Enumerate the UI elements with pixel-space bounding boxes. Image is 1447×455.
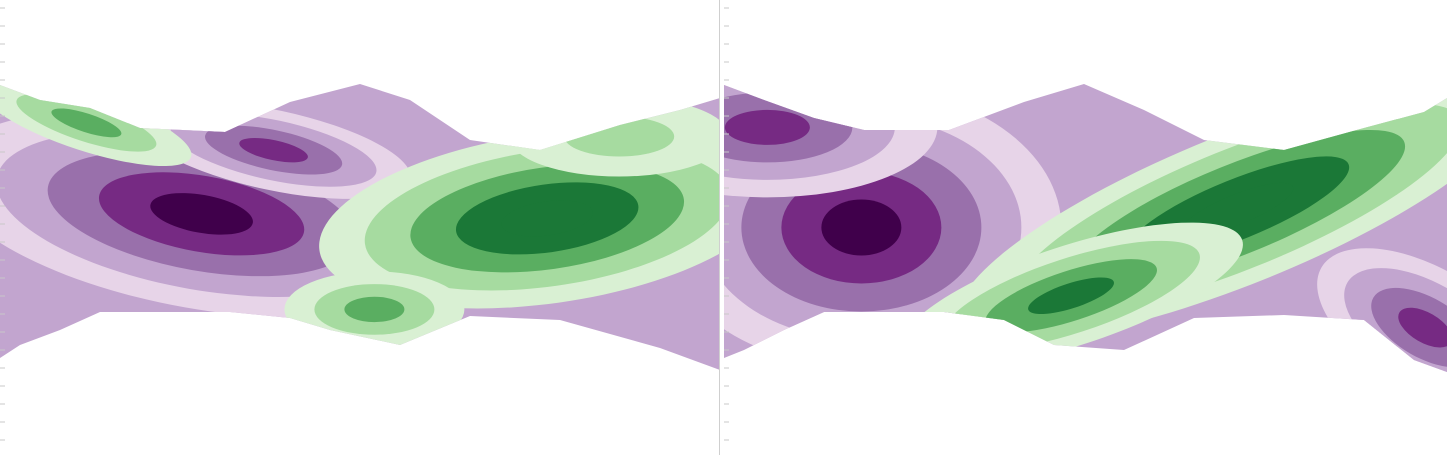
contour-plot-right — [724, 0, 1447, 455]
low-region-0-level-4 — [821, 199, 902, 256]
high-region-5-level-1 — [564, 116, 675, 157]
low-region-0-level-4 — [150, 193, 253, 235]
high-region-4-level-2 — [51, 108, 122, 138]
contour-canvas-right — [724, 7, 1447, 441]
right-axis-ticks — [724, 7, 729, 441]
contour-plot-left — [0, 0, 720, 455]
low-region-4-level-3 — [1398, 307, 1447, 348]
high-region-2-level-4 — [501, 200, 593, 237]
contour-canvas-left — [0, 7, 720, 441]
high-region-2-level-4 — [1181, 182, 1294, 236]
low-region-1-level-3 — [724, 109, 810, 145]
high-region-3-level-2 — [344, 296, 405, 323]
low-region-1-level-3 — [239, 137, 308, 163]
high-region-3-level-3 — [1028, 277, 1115, 315]
left-axis-ticks — [0, 7, 5, 441]
